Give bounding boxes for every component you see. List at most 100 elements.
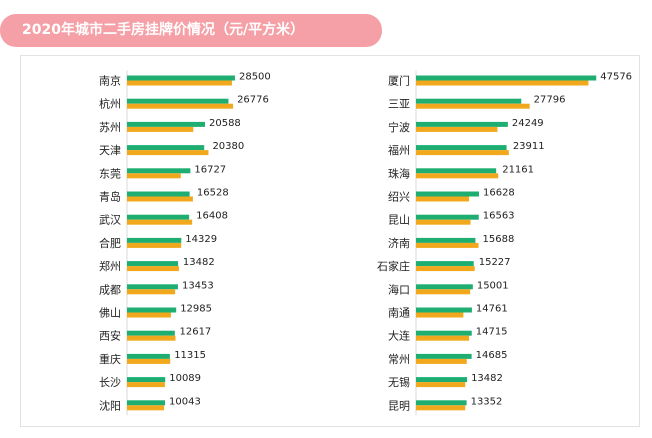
orange-bar (416, 312, 464, 318)
value-label: 13482 (471, 373, 503, 384)
category-label: 南京 (99, 74, 121, 88)
value-label: 20588 (209, 118, 241, 129)
category-label: 合肥 (99, 236, 121, 250)
orange-bar (127, 312, 171, 318)
value-label: 10089 (169, 373, 201, 384)
value-label: 13453 (182, 280, 214, 291)
green-bar (127, 400, 166, 406)
orange-bar (416, 382, 466, 388)
orange-bar (416, 173, 499, 179)
green-bar (127, 261, 179, 267)
orange-bar (127, 242, 182, 248)
value-label: 12617 (179, 327, 211, 338)
category-label: 厦门 (388, 74, 410, 88)
green-bar (416, 377, 468, 383)
value-label: 26776 (237, 95, 269, 106)
chart-svg: 南京 28500 杭州 26776 苏州 20588 天津 20380 东莞 16727 青岛 165… (99, 70, 632, 416)
value-label: 15001 (477, 280, 509, 291)
category-label: 无锡 (388, 375, 410, 389)
value-label: 12985 (180, 304, 212, 315)
orange-bar (416, 358, 467, 364)
orange-bar (416, 80, 589, 86)
orange-bar (416, 242, 479, 248)
green-bar (416, 307, 472, 313)
orange-bar (127, 196, 193, 202)
orange-bar (127, 289, 176, 295)
orange-bar (127, 103, 234, 109)
value-label: 15227 (479, 257, 511, 268)
category-label: 常州 (388, 353, 410, 366)
value-label: 47576 (600, 72, 632, 83)
orange-bar (416, 126, 498, 132)
green-bar (416, 168, 497, 174)
green-bar (127, 168, 191, 174)
orange-bar (416, 150, 509, 156)
orange-bar (127, 126, 194, 132)
value-label: 16727 (194, 164, 226, 175)
orange-bar (127, 335, 176, 341)
orange-bar (416, 266, 475, 272)
green-bar (416, 145, 507, 151)
orange-bar (416, 196, 470, 202)
green-bar (127, 353, 170, 359)
title-banner: 2020年城市二手房挂牌价情况（元/平方米） (0, 14, 382, 47)
green-bar (127, 377, 166, 383)
value-label: 13482 (183, 257, 215, 268)
orange-bar (127, 219, 193, 225)
category-label: 福州 (388, 143, 410, 157)
green-bar (416, 261, 474, 267)
green-bar (416, 284, 473, 290)
category-label: 济南 (388, 236, 410, 250)
category-label: 珠海 (388, 166, 410, 180)
orange-bar (127, 80, 232, 86)
value-label: 14761 (476, 304, 508, 315)
value-label: 14329 (185, 234, 217, 245)
green-bar (416, 237, 476, 243)
value-label: 23911 (513, 141, 545, 152)
category-label: 石家庄 (377, 259, 410, 273)
value-label: 15688 (483, 234, 515, 245)
category-label: 昆明 (388, 399, 410, 412)
value-label: 13352 (471, 396, 503, 407)
value-label: 21161 (502, 164, 534, 175)
green-bar (127, 330, 175, 336)
value-label: 11315 (174, 350, 206, 361)
category-label: 佛山 (99, 307, 121, 320)
orange-bar (127, 150, 209, 156)
green-bar (127, 191, 190, 197)
chart-title: 2020年城市二手房挂牌价情况（元/平方米） (22, 22, 305, 38)
green-bar (127, 145, 205, 151)
category-label: 杭州 (99, 97, 121, 111)
category-label: 昆山 (388, 214, 410, 227)
category-label: 成都 (99, 283, 121, 296)
orange-bar (127, 405, 165, 411)
orange-bar (416, 219, 471, 225)
category-label: 南通 (388, 307, 410, 320)
category-label: 苏州 (99, 121, 121, 134)
category-label: 沈阳 (99, 398, 121, 412)
orange-bar (416, 405, 466, 411)
green-bar (416, 98, 522, 104)
green-bar (127, 237, 182, 243)
value-label: 14685 (476, 350, 508, 361)
category-label: 长沙 (99, 376, 121, 389)
orange-bar (127, 173, 181, 179)
value-label: 27796 (534, 95, 566, 106)
green-bar (127, 121, 205, 127)
orange-bar (127, 266, 179, 272)
value-label: 24249 (512, 118, 544, 129)
orange-bar (416, 103, 530, 109)
green-bar (127, 307, 177, 313)
category-label: 武汉 (99, 214, 121, 227)
orange-bar (416, 289, 471, 295)
value-label: 16408 (196, 211, 228, 222)
green-bar (416, 400, 467, 406)
category-label: 宁波 (388, 120, 410, 134)
category-label: 郑州 (99, 259, 121, 273)
category-label: 重庆 (99, 352, 121, 366)
green-bar (127, 75, 235, 81)
category-label: 大连 (388, 329, 410, 343)
green-bar (127, 284, 178, 290)
category-label: 海口 (388, 282, 410, 296)
category-label: 天津 (99, 144, 121, 157)
